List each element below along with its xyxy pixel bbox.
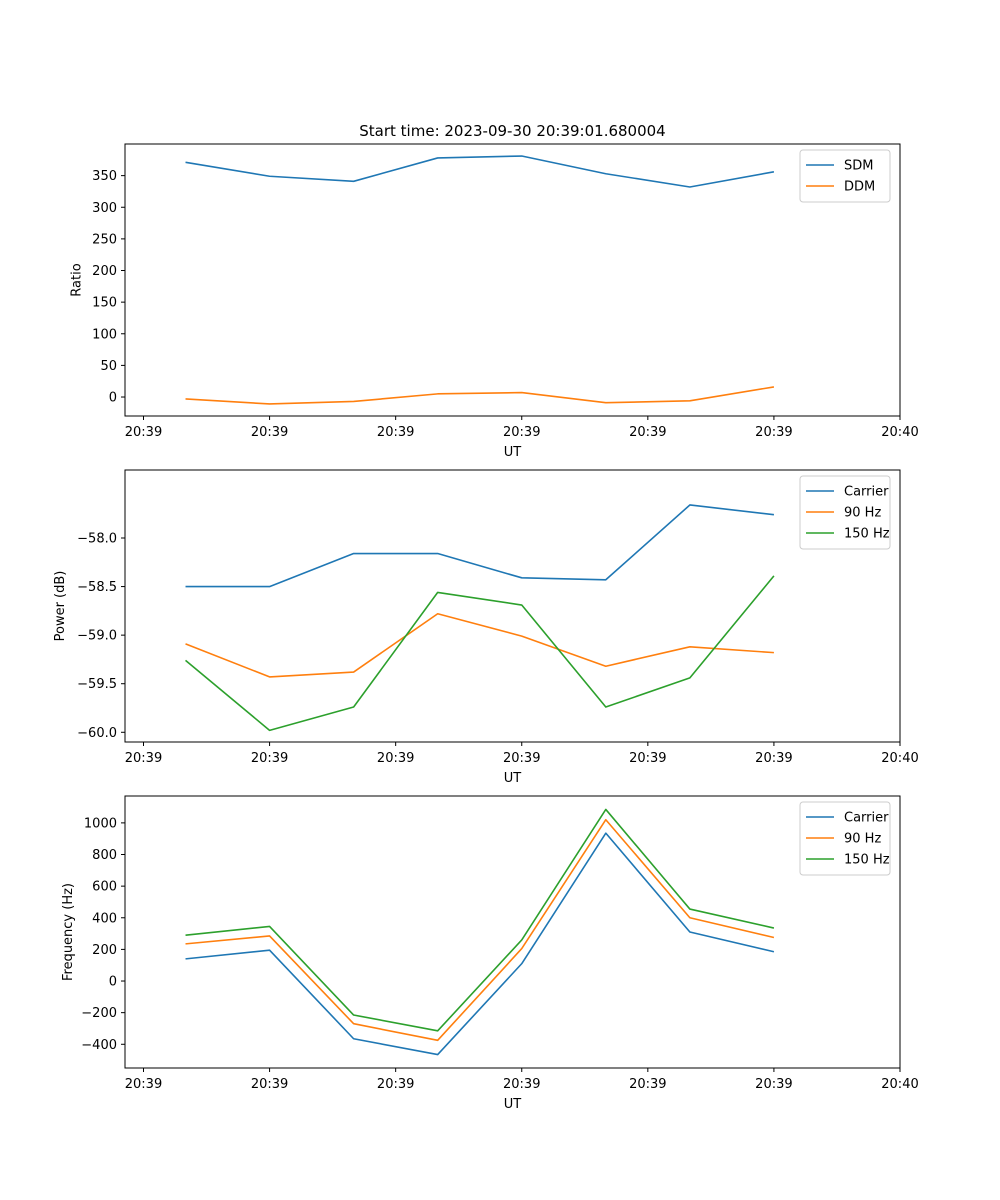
- x-axis-label: UT: [504, 1097, 522, 1112]
- figure-title: Start time: 2023-09-30 20:39:01.680004: [359, 122, 665, 140]
- y-tick-label: −58.5: [77, 580, 117, 595]
- x-tick-label: 20:39: [755, 751, 792, 766]
- x-tick-label: 20:39: [629, 1077, 666, 1092]
- legend-box: [799, 475, 891, 550]
- x-tick-label: 20:39: [125, 1077, 162, 1092]
- x-tick-label: 20:39: [251, 751, 288, 766]
- x-tick-label: 20:39: [503, 1077, 540, 1092]
- x-tick-label: 20:39: [503, 425, 540, 440]
- legend-entry: Carrier: [844, 811, 889, 826]
- series-line-150-hz: [185, 575, 775, 732]
- chart-1-frame: [124, 143, 901, 417]
- y-tick-label: 0: [109, 975, 117, 990]
- x-axis-label: UT: [504, 771, 522, 786]
- chart-2: 20:39 20:39 20:39 20:39 20:39 20:39 20:40 −60.0…: [53, 469, 919, 786]
- y-axis-label: Ratio: [69, 263, 84, 296]
- legend-entry: Carrier: [844, 485, 889, 500]
- y-tick-label: 800: [92, 848, 117, 863]
- legend-entry: SDM: [844, 159, 873, 174]
- legend-entry: 90 Hz: [844, 506, 881, 521]
- legend-entry: DDM: [844, 180, 875, 195]
- legend: Carrier 90 Hz 150 Hz: [799, 801, 891, 876]
- x-tick-label: 20:40: [881, 751, 918, 766]
- y-tick-label: 200: [92, 264, 117, 279]
- y-tick-label: 100: [92, 327, 117, 342]
- x-tick-label: 20:39: [251, 1077, 288, 1092]
- series-line-carrier: [185, 504, 775, 588]
- legend-entry: 90 Hz: [844, 832, 881, 847]
- y-axis-label: Frequency (Hz): [61, 883, 76, 981]
- y-tick-label: 300: [92, 201, 117, 216]
- chart-3-frame: [124, 795, 901, 1069]
- y-tick-label: 150: [92, 296, 117, 311]
- legend-entry: 150 Hz: [844, 527, 890, 542]
- y-tick-label: 250: [92, 232, 117, 247]
- y-tick-label: 1000: [84, 816, 117, 831]
- chart-3: 20:39 20:39 20:39 20:39 20:39 20:39 20:40 −400 −…: [61, 795, 919, 1112]
- x-tick-label: 20:39: [377, 1077, 414, 1092]
- y-tick-label: −58.0: [77, 532, 117, 547]
- legend-box: [799, 149, 891, 203]
- series-line-90-hz: [185, 818, 775, 1042]
- x-tick-label: 20:40: [881, 1077, 918, 1092]
- y-tick-label: −200: [81, 1006, 117, 1021]
- x-tick-label: 20:39: [377, 425, 414, 440]
- x-tick-label: 20:39: [503, 751, 540, 766]
- y-tick-label: −59.5: [77, 677, 117, 692]
- x-tick-label: 20:39: [251, 425, 288, 440]
- legend: SDM DDM: [799, 149, 891, 203]
- legend: Carrier 90 Hz 150 Hz: [799, 475, 891, 550]
- y-tick-label: 200: [92, 943, 117, 958]
- series-line-ddm: [185, 386, 775, 405]
- x-tick-label: 20:39: [629, 751, 666, 766]
- x-tick-label: 20:39: [377, 751, 414, 766]
- x-tick-label: 20:39: [629, 425, 666, 440]
- chart-2-frame: [124, 469, 901, 743]
- x-axis-label: UT: [504, 445, 522, 460]
- x-tick-label: 20:39: [755, 1077, 792, 1092]
- y-tick-label: −60.0: [77, 726, 117, 741]
- series-line-90-hz: [185, 612, 774, 678]
- x-tick-label: 20:39: [125, 751, 162, 766]
- legend-box: [799, 801, 891, 876]
- x-tick-label: 20:39: [755, 425, 792, 440]
- x-tick-label: 20:40: [881, 425, 918, 440]
- y-tick-label: 350: [92, 169, 117, 184]
- y-tick-label: −59.0: [77, 629, 117, 644]
- series-line-sdm: [185, 155, 775, 188]
- legend-entry: 150 Hz: [844, 853, 890, 868]
- y-tick-label: −400: [81, 1038, 117, 1053]
- series-line-150-hz: [185, 808, 775, 1032]
- chart-1: 20:39 20:39 20:39 20:39 20:39 20:39 20:40 0 50 10…: [69, 143, 919, 460]
- y-tick-label: 0: [109, 391, 117, 406]
- x-tick-label: 20:39: [125, 425, 162, 440]
- plots: 20:39 20:39 20:39 20:39 20:39 20:39 20:40 0 50 10…: [53, 143, 919, 1112]
- y-tick-label: 400: [92, 911, 117, 926]
- y-tick-label: 600: [92, 880, 117, 895]
- y-axis-label: Power (dB): [53, 571, 68, 642]
- y-tick-label: 50: [100, 359, 117, 374]
- series-line-carrier: [185, 832, 775, 1056]
